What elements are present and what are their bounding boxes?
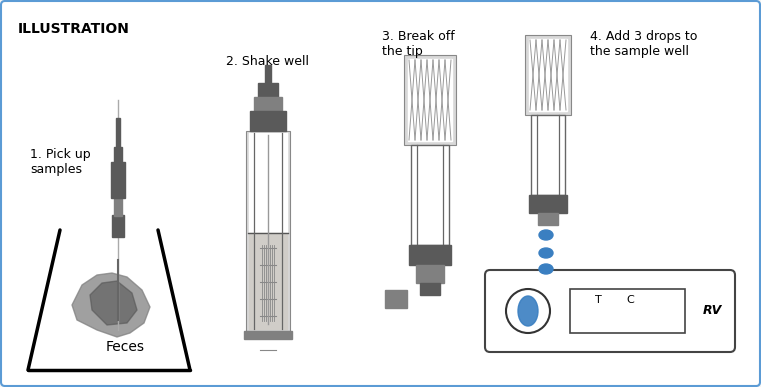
Bar bbox=[249, 133, 287, 233]
Bar bbox=[529, 195, 567, 213]
Text: RV: RV bbox=[702, 305, 721, 317]
Bar bbox=[116, 118, 120, 148]
Bar bbox=[420, 283, 440, 295]
Bar bbox=[538, 213, 558, 225]
Text: 1. Pick up
samples: 1. Pick up samples bbox=[30, 148, 91, 176]
Bar bbox=[525, 35, 571, 115]
Text: 3. Break off
the tip: 3. Break off the tip bbox=[382, 30, 455, 58]
Bar bbox=[114, 197, 122, 216]
Bar bbox=[250, 111, 286, 131]
Ellipse shape bbox=[539, 230, 553, 240]
Text: Feces: Feces bbox=[106, 340, 145, 354]
Bar bbox=[265, 65, 271, 83]
Bar bbox=[246, 131, 290, 331]
Bar bbox=[111, 162, 125, 198]
Text: ILLUSTRATION: ILLUSTRATION bbox=[18, 22, 130, 36]
Bar bbox=[114, 147, 122, 163]
Bar bbox=[408, 59, 452, 141]
Bar bbox=[411, 145, 449, 245]
Bar bbox=[112, 215, 124, 237]
Bar bbox=[244, 331, 292, 339]
Circle shape bbox=[506, 289, 550, 333]
Text: T: T bbox=[594, 295, 601, 305]
Polygon shape bbox=[72, 273, 150, 337]
Bar bbox=[404, 55, 456, 145]
Ellipse shape bbox=[539, 248, 553, 258]
Bar bbox=[385, 290, 407, 308]
Bar bbox=[254, 97, 282, 111]
Polygon shape bbox=[28, 230, 190, 370]
Text: C: C bbox=[626, 295, 634, 305]
Bar bbox=[416, 265, 444, 283]
Bar bbox=[531, 115, 565, 195]
Text: 2. Shake well: 2. Shake well bbox=[227, 55, 310, 68]
Bar bbox=[529, 39, 567, 111]
Text: 4. Add 3 drops to
the sample well: 4. Add 3 drops to the sample well bbox=[590, 30, 697, 58]
Bar bbox=[409, 245, 451, 265]
Ellipse shape bbox=[539, 264, 553, 274]
Ellipse shape bbox=[518, 296, 538, 326]
Polygon shape bbox=[90, 281, 137, 325]
Bar bbox=[249, 233, 287, 329]
FancyBboxPatch shape bbox=[485, 270, 735, 352]
Bar bbox=[570, 289, 685, 333]
Bar bbox=[258, 83, 278, 97]
